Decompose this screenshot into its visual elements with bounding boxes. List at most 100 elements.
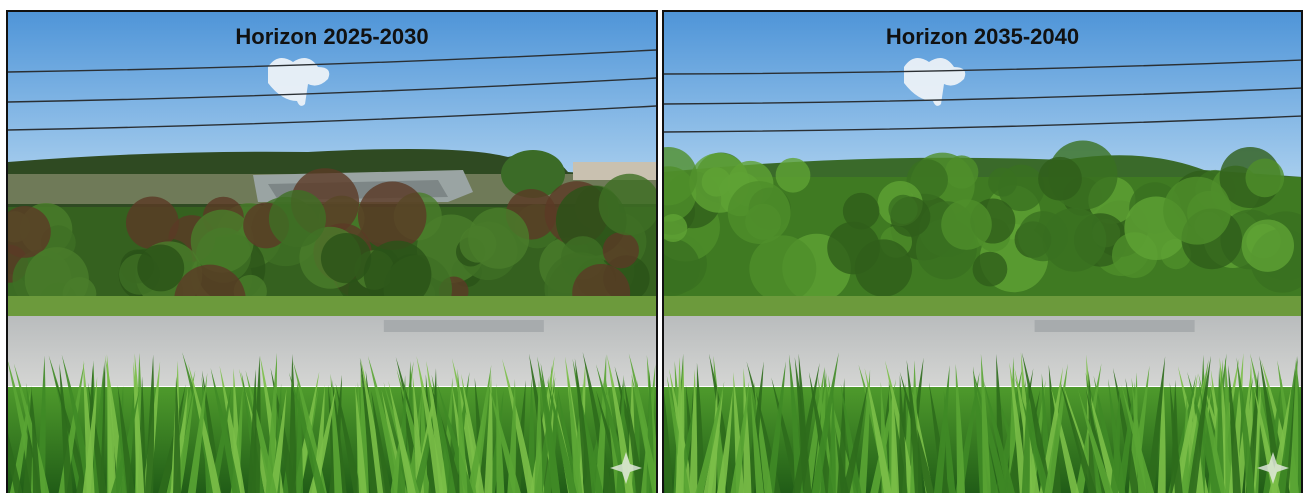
corn-leaf — [980, 353, 991, 493]
corn-leaf — [827, 389, 836, 493]
corn-leaf — [857, 369, 871, 493]
corn-leaf — [355, 384, 367, 493]
corn-leaf — [1026, 379, 1046, 493]
corn-leaf — [173, 387, 195, 493]
corn-leaf — [666, 375, 691, 493]
corn-leaf — [502, 358, 536, 493]
corn-leaf — [750, 388, 764, 493]
corn-leaf — [247, 369, 257, 493]
corn-leaf — [288, 372, 326, 493]
corn-leaf — [803, 366, 825, 493]
hedge-leaf — [468, 207, 530, 269]
corn-leaf — [219, 365, 245, 493]
corn-leaf — [106, 354, 117, 493]
panel-title: Horizon 2035-2040 — [885, 24, 1080, 49]
hedge-leaf — [137, 244, 185, 292]
corn-leaf — [1268, 385, 1292, 493]
corn-leaf — [899, 375, 908, 493]
corn-leaf — [1236, 357, 1255, 493]
corn-leaf — [1021, 352, 1052, 493]
corn-leaf — [623, 379, 645, 493]
corn-leaf — [972, 370, 1008, 493]
hedge-leaf — [749, 235, 817, 303]
panel-title: Horizon 2025-2030 — [235, 24, 429, 49]
hedge-leaf — [854, 239, 913, 297]
power-line — [8, 105, 656, 131]
hedge-leaf — [775, 157, 811, 193]
corn-leaf — [716, 389, 733, 493]
corn-leaf — [743, 368, 752, 493]
corn-leaf — [188, 363, 221, 493]
hedge-leaf — [888, 194, 918, 225]
corn-leaf — [1088, 381, 1120, 493]
hedge-leaf — [745, 203, 782, 240]
corn-leaf — [173, 376, 181, 493]
hedge-leaf — [664, 146, 698, 206]
corn-leaf — [574, 358, 592, 493]
corn-leaf — [1146, 356, 1166, 493]
corn-leaf — [664, 393, 673, 493]
corn-leaf — [675, 360, 685, 493]
hedge-leaf — [941, 199, 992, 250]
corn-leaf — [840, 383, 862, 493]
hedge-leaf — [1163, 176, 1232, 245]
corn-leaf — [9, 385, 32, 493]
corn-leaf — [31, 391, 41, 493]
hedge-leaf — [598, 173, 656, 236]
road — [8, 316, 656, 386]
corn-leaf — [1116, 381, 1135, 493]
hedge-leaf — [972, 251, 1008, 287]
hedge-leaf — [24, 247, 89, 312]
corn-leaf — [543, 388, 559, 493]
corn-leaf — [431, 374, 456, 493]
hedge-leaf — [190, 209, 254, 273]
corn-leaf — [689, 369, 698, 493]
corn-leaf — [133, 361, 145, 493]
hedge-leaf — [664, 213, 688, 243]
hedge-leaf — [988, 167, 1018, 197]
power-line — [664, 115, 1301, 133]
hedge-leaf — [357, 181, 427, 251]
corn-leaf — [1184, 359, 1209, 493]
corn-leaf — [1110, 385, 1121, 493]
corn-leaf — [1169, 382, 1183, 493]
corn-leaf — [332, 380, 347, 493]
power-line — [664, 59, 1301, 75]
corn-leaf — [631, 373, 656, 493]
corn-leaf — [507, 379, 516, 493]
corn-leaf — [696, 362, 705, 493]
corn-leaf — [335, 383, 362, 493]
sparkle — [1257, 452, 1289, 484]
corn-leaf — [208, 386, 232, 493]
corn-leaf — [87, 382, 107, 493]
corn-leaf — [295, 386, 304, 493]
corn-leaf — [8, 432, 23, 493]
corn-leaf — [82, 376, 98, 493]
corn-leaf — [1044, 363, 1068, 493]
corn-leaf — [928, 382, 950, 493]
corn-leaf — [912, 391, 934, 493]
corn-leaf — [794, 357, 812, 493]
corn-leaf — [416, 356, 444, 493]
hedge-leaf — [1018, 211, 1069, 262]
corn-leaf — [766, 361, 786, 493]
hedge-leaf — [1241, 219, 1295, 272]
hedge-leaf — [320, 233, 372, 284]
hedge-leaf — [602, 232, 639, 269]
corn-leaf — [371, 390, 392, 493]
corn-leaf — [792, 363, 820, 493]
corn-leaf — [730, 380, 750, 493]
corn-leaf — [1014, 377, 1051, 493]
hedge-leaf — [664, 238, 700, 296]
corn-leaf — [457, 368, 468, 493]
corn-leaf — [13, 363, 50, 493]
sparkle — [610, 452, 642, 484]
corn-leaf — [534, 379, 543, 493]
corn-leaf — [59, 363, 73, 493]
corn-leaf — [983, 380, 1015, 493]
hedge-leaf — [701, 167, 731, 197]
grass — [8, 296, 656, 318]
corn-leaf — [1121, 384, 1155, 493]
corn-leaf — [245, 370, 277, 493]
